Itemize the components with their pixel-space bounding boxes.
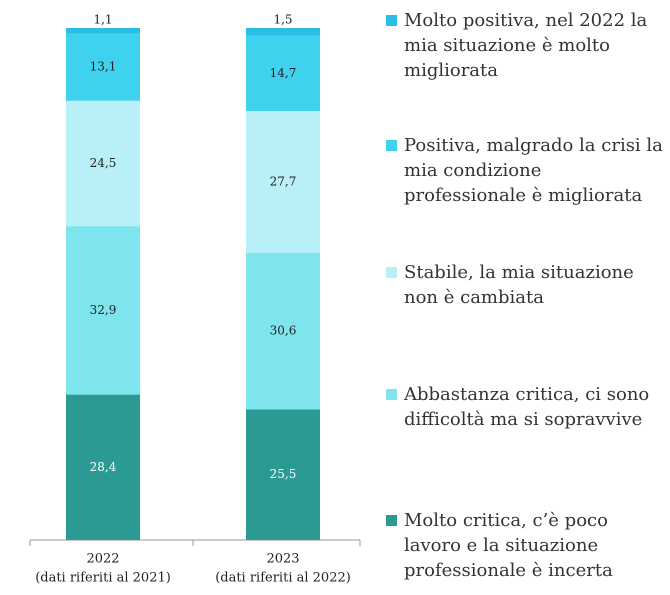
legend-swatch xyxy=(386,140,397,151)
legend-label: Molto positiva, nel 2022 la mia situazio… xyxy=(404,10,648,81)
legend-swatch xyxy=(386,15,397,26)
bar-segment xyxy=(66,100,140,227)
bar-segment xyxy=(66,226,140,395)
bar-segment xyxy=(246,35,320,111)
chart: 28,4 32,9 24,5 13,1 1,1 2022 (dati riferiti al… xyxy=(29,13,361,586)
legend-swatch xyxy=(386,389,397,400)
bar-segment xyxy=(246,110,320,253)
x-tick-label: 2023 xyxy=(266,552,299,567)
bar-segment xyxy=(66,28,140,34)
value-label: 1,1 xyxy=(93,13,112,27)
legend-label: Positiva, malgrado la crisi la mia condi… xyxy=(404,135,663,206)
bar-segment xyxy=(66,394,140,540)
x-tick-label: 2022 xyxy=(86,552,119,567)
value-label: 24,5 xyxy=(90,156,117,170)
legend-item: Molto critica, c’è poco lavoro e la situ… xyxy=(386,508,668,583)
legend-label: Abbastanza critica, ci sono difficoltà m… xyxy=(404,384,650,430)
legend-swatch xyxy=(386,515,397,526)
value-label: 32,9 xyxy=(90,303,117,317)
value-label: 13,1 xyxy=(90,60,117,74)
legend-item: Positiva, malgrado la crisi la mia condi… xyxy=(386,133,668,208)
value-label: 14,7 xyxy=(270,66,297,80)
x-tick-sublabel: (dati riferiti al 2022) xyxy=(215,571,351,586)
bar-segment xyxy=(246,252,320,410)
legend-item: Stabile, la mia situazione non è cambiat… xyxy=(386,260,668,310)
value-label: 25,5 xyxy=(270,467,297,481)
value-label: 1,5 xyxy=(273,13,292,27)
legend-swatch xyxy=(386,267,397,278)
value-label: 27,7 xyxy=(270,174,297,188)
value-label: 28,4 xyxy=(90,460,117,474)
x-tick-sublabel: (dati riferiti al 2021) xyxy=(35,571,171,586)
bar-segment xyxy=(66,33,140,101)
bar-segment xyxy=(246,28,320,36)
bar-segment xyxy=(246,409,320,540)
value-label: 30,6 xyxy=(270,324,297,338)
legend-item: Abbastanza critica, ci sono difficoltà m… xyxy=(386,382,668,432)
legend-label: Stabile, la mia situazione non è cambiat… xyxy=(404,262,634,308)
legend-item: Molto positiva, nel 2022 la mia situazio… xyxy=(386,8,668,83)
legend-label: Molto critica, c’è poco lavoro e la situ… xyxy=(404,510,613,581)
